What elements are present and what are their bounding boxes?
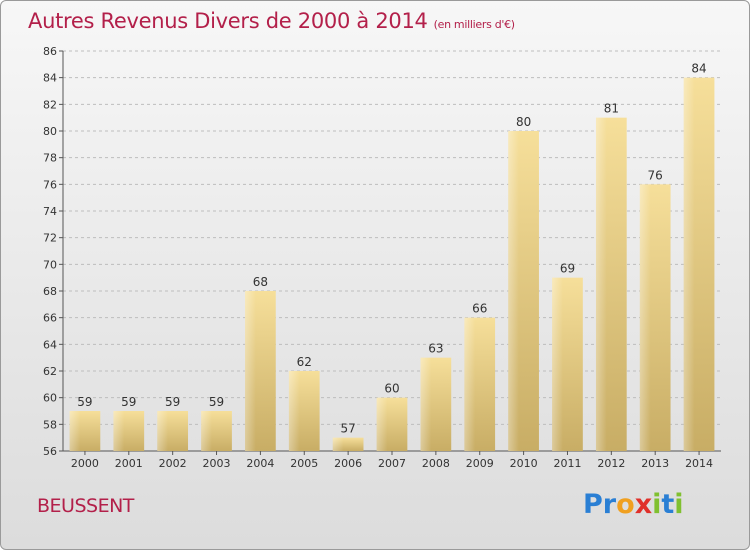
logo-letter: r [602, 489, 617, 520]
proxiti-logo: Proxiti [583, 489, 684, 520]
y-tick-label: 60 [43, 392, 57, 405]
bar-highlight [508, 131, 519, 451]
logo-letter: x [634, 489, 653, 520]
y-tick-label: 56 [43, 445, 57, 458]
bar-highlight [420, 357, 432, 451]
bar-highlight [113, 411, 125, 451]
commune-name: BEUSSENT [37, 495, 134, 517]
logo-letter: i [674, 489, 684, 520]
y-tick-label: 82 [43, 98, 57, 111]
data-label: 60 [384, 382, 399, 396]
x-tick-label: 2002 [159, 457, 187, 470]
data-label: 80 [516, 115, 531, 129]
x-tick-label: 2012 [597, 457, 625, 470]
bar-highlight [464, 317, 476, 451]
data-label: 66 [472, 302, 487, 316]
data-label: 69 [560, 262, 575, 276]
logo-letter: t [661, 489, 675, 520]
y-tick-label: 78 [43, 152, 57, 165]
x-tick-label: 2005 [290, 457, 318, 470]
bar-highlight [683, 77, 695, 452]
y-tick-label: 80 [43, 125, 57, 138]
x-tick-label: 2008 [422, 457, 450, 470]
chart-title: Autres Revenus Divers de 2000 à 2014 (en … [28, 9, 515, 33]
data-label: 59 [165, 395, 180, 409]
data-label: 68 [253, 275, 268, 289]
data-label: 57 [340, 422, 355, 436]
data-label: 59 [77, 395, 92, 409]
y-tick-label: 86 [43, 45, 57, 58]
data-label: 63 [428, 342, 443, 356]
bar-highlight [332, 437, 344, 451]
bar-highlight [201, 411, 212, 451]
x-tick-label: 2003 [203, 457, 231, 470]
y-tick-label: 70 [43, 258, 57, 271]
x-tick-label: 2009 [466, 457, 494, 470]
data-label: 59 [121, 395, 136, 409]
data-label: 81 [604, 102, 619, 116]
y-tick-label: 66 [43, 312, 57, 325]
bar-highlight [157, 411, 169, 451]
bar-highlight [288, 371, 300, 451]
x-tick-label: 2010 [510, 457, 538, 470]
data-label: 84 [691, 62, 706, 76]
data-label: 76 [648, 168, 663, 182]
x-tick-label: 2011 [553, 457, 581, 470]
bar-highlight [69, 411, 81, 451]
bar-highlight [552, 277, 563, 451]
x-tick-label: 2004 [246, 457, 274, 470]
bar-highlight [376, 397, 388, 451]
y-tick-label: 76 [43, 178, 57, 191]
y-tick-label: 84 [43, 72, 57, 85]
x-tick-label: 2006 [334, 457, 362, 470]
y-tick-label: 68 [43, 285, 57, 298]
bar-highlight [245, 291, 256, 451]
logo-letter: o [616, 489, 635, 520]
logo-letter: i [652, 489, 662, 520]
y-tick-label: 74 [43, 205, 57, 218]
x-tick-label: 2007 [378, 457, 406, 470]
title-text: Autres Revenus Divers de 2000 à 2014 [28, 9, 428, 33]
title-unit: (en milliers d'€) [433, 18, 515, 31]
y-tick-label: 62 [43, 365, 57, 378]
x-tick-label: 2013 [641, 457, 669, 470]
bar-highlight [595, 117, 607, 452]
logo-letter: P [583, 489, 603, 520]
data-label: 62 [297, 355, 312, 369]
x-tick-label: 2014 [685, 457, 713, 470]
bar-highlight [639, 184, 651, 452]
data-label: 59 [209, 395, 224, 409]
y-tick-label: 58 [43, 418, 57, 431]
y-tick-label: 64 [43, 338, 57, 351]
x-tick-label: 2001 [115, 457, 143, 470]
y-tick-label: 72 [43, 232, 57, 245]
x-tick-label: 2000 [71, 457, 99, 470]
